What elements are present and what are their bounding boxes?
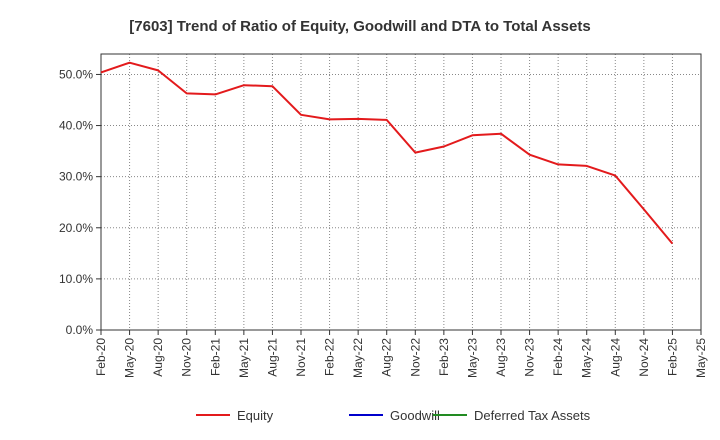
x-tick-label: May-25 — [694, 338, 708, 378]
x-tick-label: Nov-21 — [294, 338, 308, 377]
y-tick-label: 30.0% — [59, 170, 93, 184]
x-axis-ticks: Feb-20 May-20 Aug-20 Nov-20 Feb-21 May-21 Aug-… — [94, 330, 708, 378]
x-tick-label: Aug-22 — [380, 338, 394, 377]
x-tick-label: Aug-21 — [265, 338, 279, 377]
y-axis-ticks: 0.0% 10.0% 20.0% 30.0% 40.0% 50.0% — [59, 67, 101, 337]
legend-label-equity: Equity — [237, 408, 274, 423]
x-tick-label: Feb-21 — [208, 338, 222, 376]
x-tick-label: Nov-20 — [180, 338, 194, 377]
x-tick-label: May-23 — [465, 338, 479, 378]
x-tick-label: Feb-25 — [665, 338, 679, 376]
x-tick-label: Feb-22 — [323, 338, 337, 376]
y-tick-label: 0.0% — [66, 323, 94, 337]
x-tick-label: Nov-23 — [523, 338, 537, 377]
x-tick-label: May-22 — [351, 338, 365, 378]
x-tick-label: May-24 — [580, 338, 594, 378]
legend-label-deferred-tax-assets: Deferred Tax Assets — [474, 408, 591, 423]
x-tick-label: Nov-24 — [637, 338, 651, 377]
x-tick-label: Feb-23 — [437, 338, 451, 376]
series-line-equity — [100, 61, 674, 245]
x-tick-label: Feb-20 — [94, 338, 108, 376]
y-tick-label: 40.0% — [59, 119, 93, 133]
x-tick-label: Aug-23 — [494, 338, 508, 377]
x-tick-label: Feb-24 — [551, 338, 565, 376]
series-layer — [100, 61, 674, 245]
y-tick-label: 10.0% — [59, 272, 93, 286]
plot-frame — [100, 53, 702, 331]
y-tick-label: 20.0% — [59, 221, 93, 235]
x-tick-label: May-21 — [237, 338, 251, 378]
legend-label-goodwill: Goodwill — [390, 408, 440, 423]
grid-layer — [101, 54, 701, 330]
x-tick-label: Aug-24 — [608, 338, 622, 377]
x-tick-label: Nov-22 — [408, 338, 422, 377]
chart-title: [7603] Trend of Ratio of Equity, Goodwil… — [129, 18, 590, 35]
x-tick-label: Aug-20 — [151, 338, 165, 377]
x-tick-label: May-20 — [123, 338, 137, 378]
y-tick-label: 50.0% — [59, 67, 93, 81]
legend: Equity Goodwill Deferred Tax Assets — [196, 408, 591, 423]
